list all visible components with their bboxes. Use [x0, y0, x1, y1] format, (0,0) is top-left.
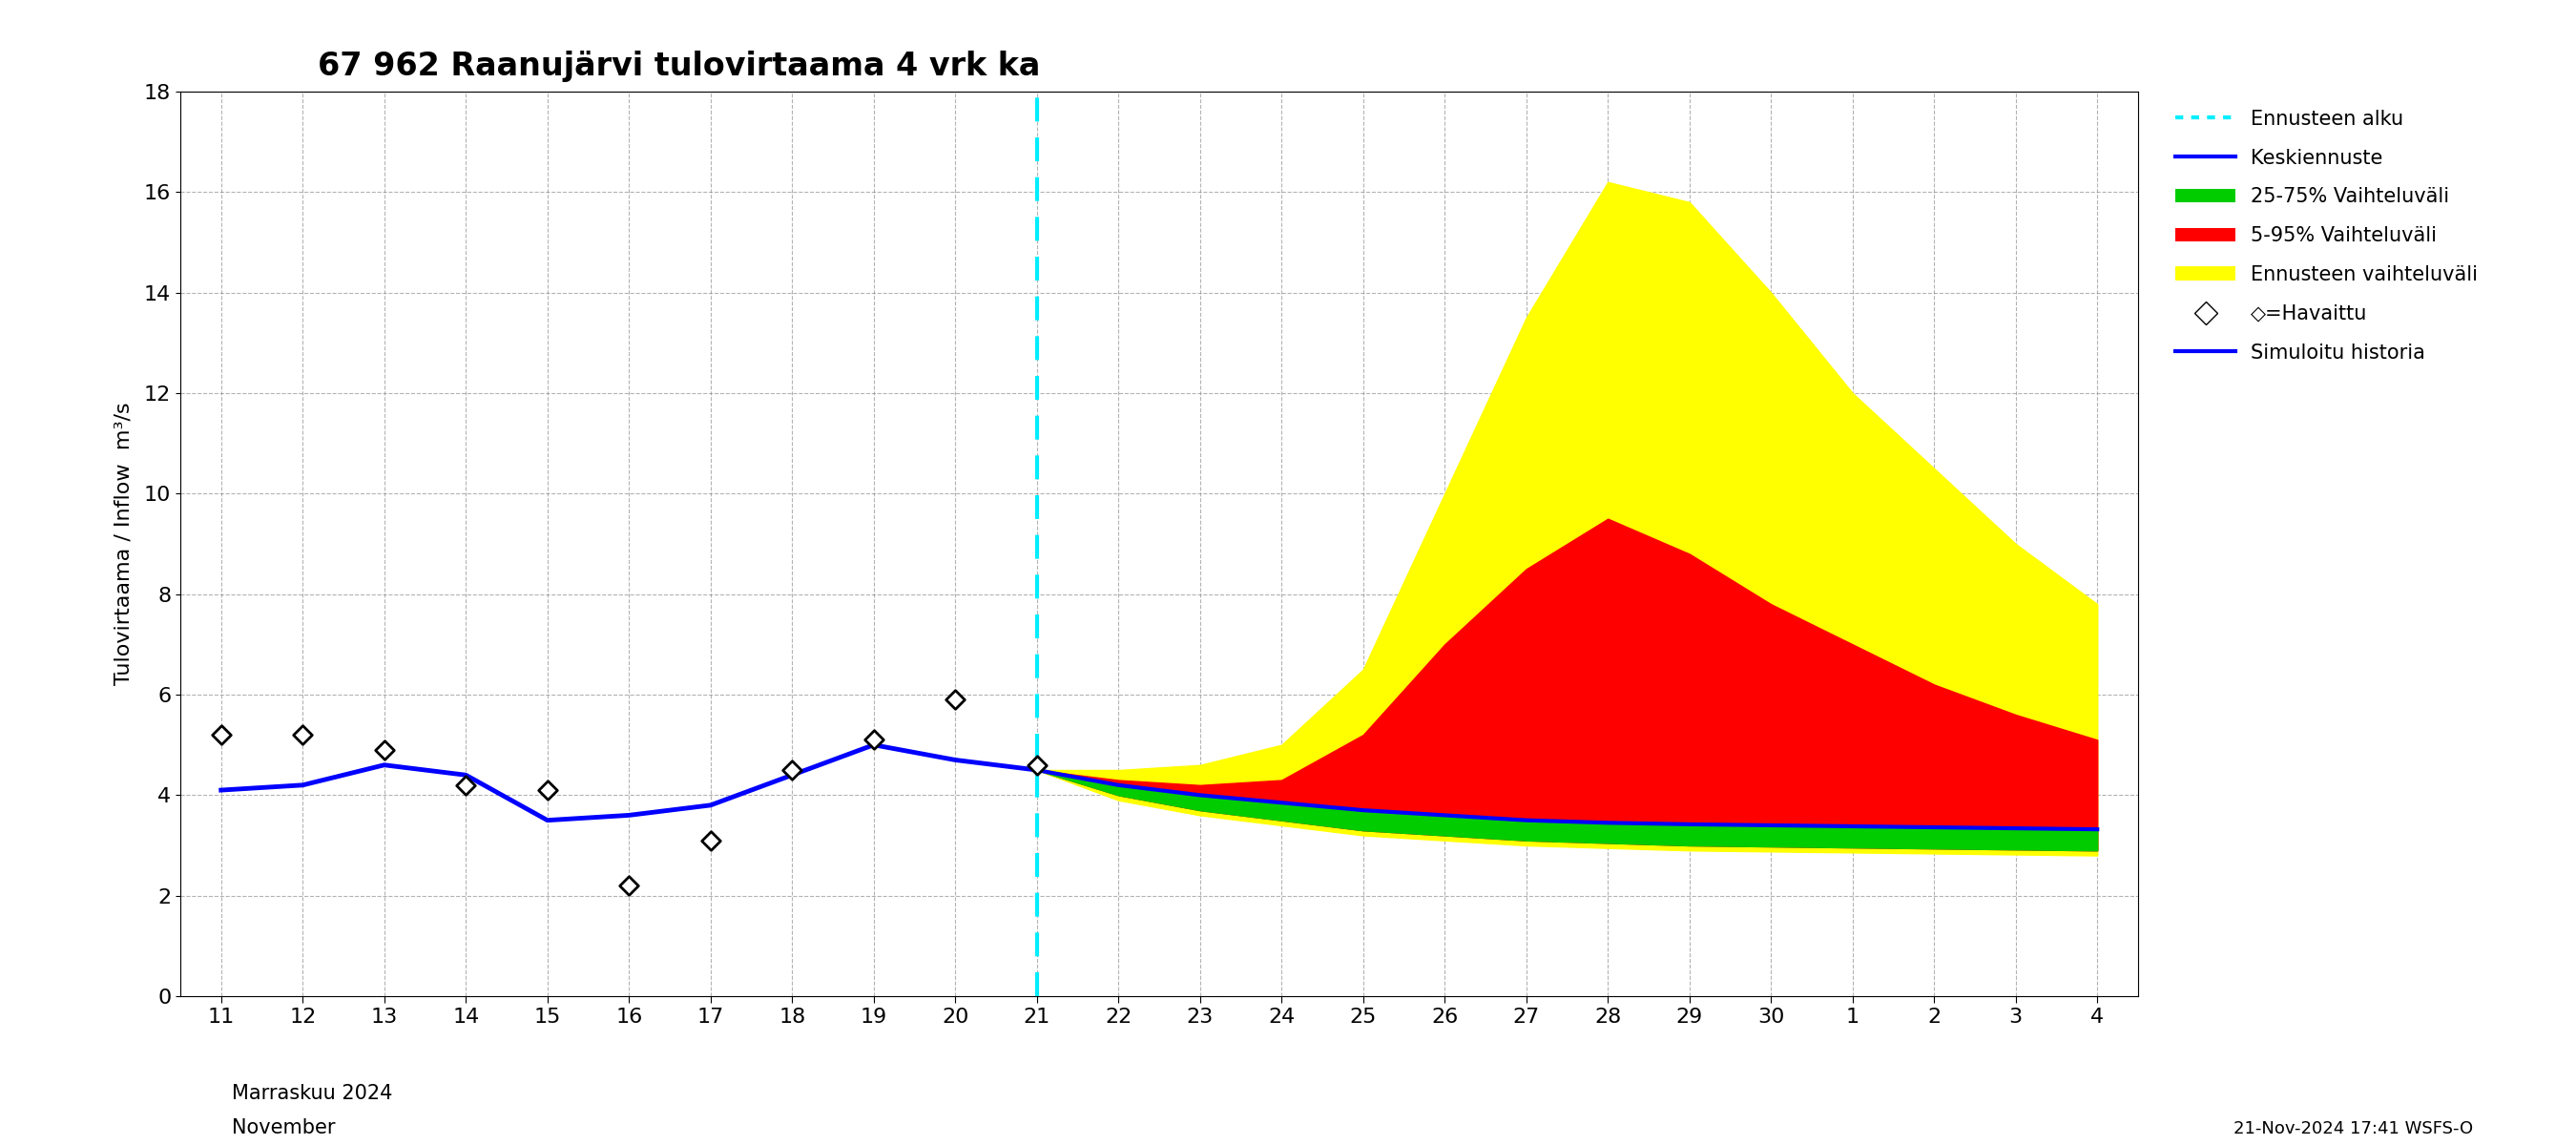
Point — [773, 760, 814, 779]
Point — [1015, 756, 1056, 774]
Point — [201, 726, 242, 744]
Point — [608, 876, 649, 894]
Point — [446, 776, 487, 795]
Text: Marraskuu 2024: Marraskuu 2024 — [232, 1084, 392, 1103]
Legend: Ennusteen alku, Keskiennuste, 25-75% Vaihteluväli, 5-95% Vaihteluväli, Ennusteen: Ennusteen alku, Keskiennuste, 25-75% Vai… — [2166, 102, 2486, 370]
Point — [526, 781, 567, 799]
Point — [690, 831, 732, 850]
Point — [281, 726, 325, 744]
Text: November: November — [232, 1119, 335, 1137]
Text: 21-Nov-2024 17:41 WSFS-O: 21-Nov-2024 17:41 WSFS-O — [2233, 1120, 2473, 1137]
Text: 67 962 Raanujärvi tulovirtaama 4 vrk ka: 67 962 Raanujärvi tulovirtaama 4 vrk ka — [317, 50, 1041, 82]
Point — [853, 731, 894, 749]
Point — [935, 690, 976, 709]
Y-axis label: Tulovirtaama / Inflow  m³/s: Tulovirtaama / Inflow m³/s — [113, 402, 134, 686]
Point — [363, 741, 404, 759]
